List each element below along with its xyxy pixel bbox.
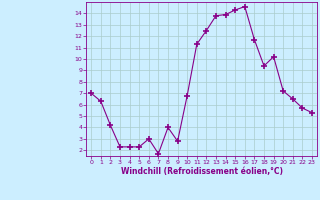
X-axis label: Windchill (Refroidissement éolien,°C): Windchill (Refroidissement éolien,°C) xyxy=(121,167,283,176)
